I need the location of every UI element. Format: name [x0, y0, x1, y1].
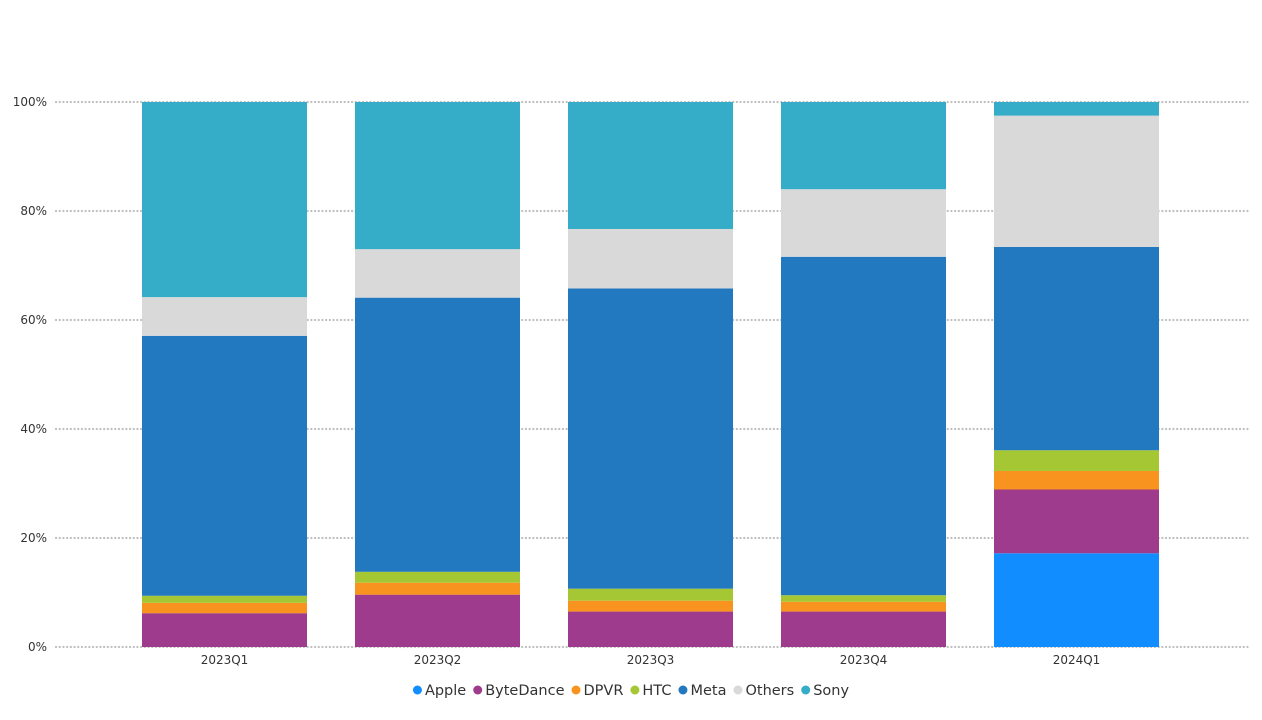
bar-stack	[355, 102, 520, 647]
bar-stack	[568, 102, 733, 647]
legend-marker	[473, 685, 483, 695]
bar-segment-bytedance[interactable]	[781, 611, 946, 647]
bar-segment-meta[interactable]	[994, 246, 1159, 451]
bar-segment-htc[interactable]	[781, 595, 946, 602]
legend-marker	[571, 685, 581, 695]
bar-segment-sony[interactable]	[781, 102, 946, 190]
legend-label: Others	[745, 683, 794, 699]
bar-segment-bytedance[interactable]	[994, 489, 1159, 554]
bar-segment-htc[interactable]	[568, 588, 733, 601]
bar-segment-dpvr[interactable]	[568, 600, 733, 612]
bar-segment-meta[interactable]	[781, 256, 946, 596]
legend-label: ByteDance	[485, 683, 564, 699]
bar-segment-dpvr[interactable]	[994, 470, 1159, 490]
legend-marker	[733, 685, 743, 695]
bars	[142, 102, 1159, 647]
legend-marker	[801, 685, 811, 695]
y-tick-label: 40%	[20, 422, 47, 436]
y-tick-label: 20%	[20, 531, 47, 545]
bar-segment-htc[interactable]	[355, 571, 520, 583]
y-tick-label: 0%	[28, 640, 47, 654]
legend-item-bytedance[interactable]: ByteDance	[473, 683, 565, 699]
bar-stack	[142, 102, 307, 647]
bar-segment-bytedance[interactable]	[142, 613, 307, 647]
bar-segment-others[interactable]	[568, 228, 733, 289]
legend-item-sony[interactable]: Sony	[801, 683, 849, 699]
bar-segment-sony[interactable]	[568, 102, 733, 229]
bar-segment-meta[interactable]	[142, 335, 307, 596]
bar-segment-dpvr[interactable]	[142, 602, 307, 614]
bar-segment-sony[interactable]	[994, 102, 1159, 116]
legend-item-htc[interactable]: HTC	[630, 683, 671, 699]
legend-item-apple[interactable]: Apple	[412, 683, 466, 699]
bar-segment-others[interactable]	[142, 297, 307, 336]
legend[interactable]: Apple ByteDance DPVR HTC Meta Others Sony	[412, 683, 850, 699]
bar-segment-dpvr[interactable]	[355, 582, 520, 595]
legend-item-others[interactable]: Others	[733, 683, 794, 699]
legend-label: HTC	[642, 683, 671, 699]
bar-segment-sony[interactable]	[355, 102, 520, 250]
bar-segment-meta[interactable]	[355, 297, 520, 572]
legend-item-meta[interactable]: Meta	[678, 683, 726, 699]
x-tick-label: 2024Q1	[1053, 653, 1101, 667]
legend-marker	[412, 685, 422, 695]
x-tick-label: 2023Q1	[201, 653, 249, 667]
x-axis: 2023Q1 2023Q2 2023Q3 2023Q4 2024Q1	[201, 653, 1101, 667]
bar-segment-bytedance[interactable]	[568, 611, 733, 647]
y-axis: 0% 20% 40% 60% 80% 100%	[13, 95, 47, 654]
legend-marker	[678, 685, 688, 695]
bar-stack	[994, 102, 1159, 647]
bar-segment-bytedance[interactable]	[355, 594, 520, 647]
bar-segment-htc[interactable]	[142, 595, 307, 603]
bar-segment-sony[interactable]	[142, 102, 307, 298]
x-tick-label: 2023Q4	[840, 653, 888, 667]
bar-segment-others[interactable]	[781, 189, 946, 257]
bar-stack	[781, 102, 946, 647]
legend-label: Meta	[690, 683, 726, 699]
bar-segment-others[interactable]	[994, 115, 1159, 247]
legend-label: Apple	[425, 683, 466, 699]
legend-item-dpvr[interactable]: DPVR	[571, 683, 624, 699]
bar-segment-apple[interactable]	[994, 553, 1159, 647]
y-tick-label: 60%	[20, 313, 47, 327]
bar-segment-others[interactable]	[355, 249, 520, 298]
legend-marker	[630, 685, 640, 695]
y-tick-label: 80%	[20, 204, 47, 218]
bar-segment-htc[interactable]	[994, 450, 1159, 471]
bar-segment-dpvr[interactable]	[781, 601, 946, 612]
bar-segment-meta[interactable]	[568, 288, 733, 589]
legend-label: DPVR	[584, 683, 624, 699]
x-tick-label: 2023Q2	[414, 653, 462, 667]
legend-label: Sony	[813, 683, 849, 699]
y-tick-label: 100%	[13, 95, 47, 109]
x-tick-label: 2023Q3	[627, 653, 675, 667]
